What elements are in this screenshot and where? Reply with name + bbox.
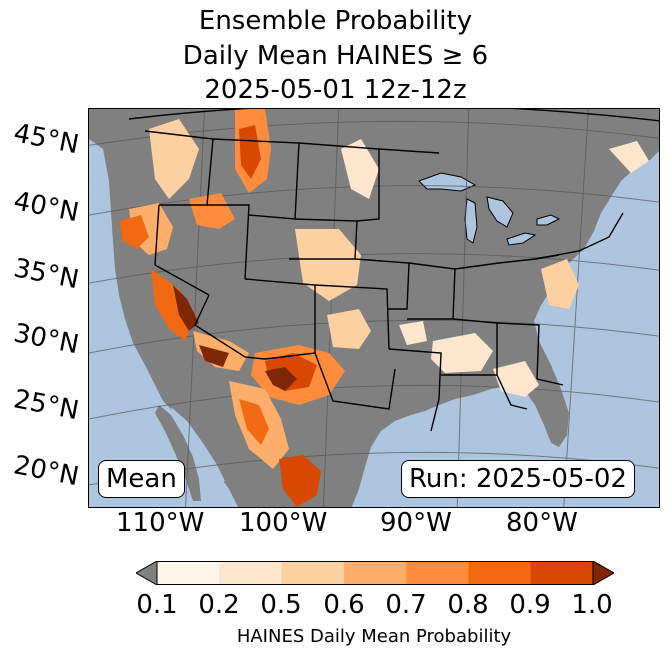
- colorbar: [136, 561, 614, 585]
- prob-patch: [399, 321, 427, 345]
- colorbar-tick-label: 0.1: [136, 590, 178, 620]
- lon-label-80w: 80°W: [506, 508, 578, 538]
- baja-peninsula: [155, 405, 201, 501]
- prob-patch: [151, 269, 193, 341]
- prob-patch: [609, 141, 649, 173]
- colorbar-over-arrow: [592, 561, 614, 585]
- prob-patch: [119, 215, 149, 249]
- colorbar-tick-label: 0.7: [385, 590, 427, 620]
- lon-label-110w: 110°W: [116, 508, 205, 538]
- prob-patch: [295, 229, 361, 301]
- gulf-of-california: [171, 407, 225, 481]
- prob-patch: [493, 361, 539, 397]
- colorbar-bin: [468, 561, 532, 585]
- map-title-line-3: 2025-05-01 12z-12z: [204, 75, 467, 105]
- colorbar-tick-label: 1.0: [571, 590, 613, 620]
- probability-field: [119, 109, 649, 507]
- land-mass: [89, 109, 659, 507]
- lat-label-20n: 20°N: [11, 450, 82, 493]
- run-date-box: Run: 2025-05-02: [401, 460, 635, 498]
- colorbar-under-arrow: [136, 561, 158, 585]
- prob-patch: [541, 259, 579, 309]
- lat-label-35n: 35°N: [11, 253, 82, 296]
- colorbar-bin: [530, 561, 594, 585]
- lat-label-30n: 30°N: [11, 318, 82, 361]
- lon-label-90w: 90°W: [380, 508, 452, 538]
- prob-patch: [173, 285, 199, 331]
- colorbar-tick-label: 0.9: [509, 590, 551, 620]
- colorbar-tick-label: 0.8: [447, 590, 489, 620]
- mean-label: Mean: [106, 464, 177, 494]
- lon-label-100w: 100°W: [239, 508, 328, 538]
- prob-patch: [239, 125, 261, 179]
- colorbar-bin: [281, 561, 345, 585]
- map-title-line-2: Daily Mean HAINES ≥ 6: [182, 41, 489, 71]
- colorbar-outline: [156, 561, 594, 585]
- prob-patch: [199, 345, 229, 367]
- lake-ontario: [536, 214, 561, 226]
- prob-patch: [327, 309, 371, 349]
- colorbar-tick-label: 0.6: [323, 590, 365, 620]
- prob-patch: [149, 119, 199, 199]
- political-borders: [128, 109, 659, 432]
- colorbar-tick-label: 0.2: [198, 590, 240, 620]
- lake-michigan: [464, 198, 478, 244]
- prob-patch: [431, 333, 493, 373]
- colorbar-tick-label: 0.5: [260, 590, 302, 620]
- colorbar-label: HAINES Daily Mean Probability: [236, 626, 512, 647]
- prob-patch: [279, 455, 321, 507]
- prob-patch: [265, 367, 297, 391]
- mean-label-box: Mean: [98, 460, 185, 498]
- colorbar-bin: [343, 561, 407, 585]
- prob-patch: [341, 139, 379, 199]
- prob-patch: [239, 399, 269, 445]
- map-title-line-1: Ensemble Probability: [198, 6, 473, 36]
- colorbar-bin: [406, 561, 469, 585]
- colorbar-bin: [157, 561, 220, 585]
- lat-label-25n: 25°N: [11, 384, 82, 427]
- colorbar-bin: [219, 561, 283, 585]
- lake-huron: [486, 196, 514, 228]
- prob-patch: [189, 193, 235, 229]
- lake-erie: [506, 232, 537, 246]
- map-panel: Mean Run: 2025-05-02: [88, 108, 660, 508]
- lat-label-40n: 40°N: [11, 186, 82, 229]
- run-date-label: Run: 2025-05-02: [409, 464, 627, 494]
- lat-label-45n: 45°N: [11, 118, 82, 161]
- map-canvas: [89, 109, 659, 507]
